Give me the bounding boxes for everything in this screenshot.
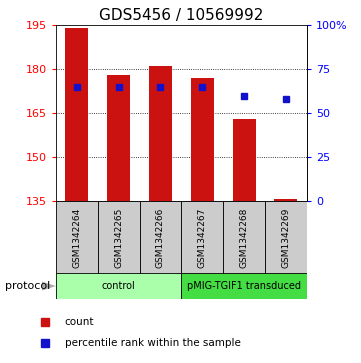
Text: GSM1342269: GSM1342269 — [282, 208, 291, 268]
Bar — [56, 201, 98, 274]
Text: pMIG-TGIF1 transduced: pMIG-TGIF1 transduced — [187, 281, 301, 291]
Text: percentile rank within the sample: percentile rank within the sample — [65, 338, 240, 347]
Bar — [56, 273, 181, 299]
Text: GSM1342267: GSM1342267 — [198, 208, 207, 268]
Text: count: count — [65, 317, 94, 327]
Polygon shape — [42, 281, 56, 291]
Bar — [65, 28, 88, 201]
Bar — [98, 201, 140, 274]
Bar — [181, 273, 307, 299]
Bar — [274, 199, 297, 201]
Bar — [140, 201, 181, 274]
Text: control: control — [102, 281, 135, 291]
Text: protocol: protocol — [5, 281, 51, 291]
Bar — [191, 78, 214, 201]
Text: GSM1342266: GSM1342266 — [156, 208, 165, 268]
Bar — [232, 119, 256, 201]
Text: GSM1342265: GSM1342265 — [114, 208, 123, 268]
Bar — [181, 201, 223, 274]
Text: GSM1342268: GSM1342268 — [240, 208, 249, 268]
Bar — [265, 201, 307, 274]
Title: GDS5456 / 10569992: GDS5456 / 10569992 — [99, 8, 264, 23]
Bar — [223, 201, 265, 274]
Bar — [149, 66, 172, 201]
Bar — [107, 75, 130, 201]
Text: GSM1342264: GSM1342264 — [72, 208, 81, 268]
